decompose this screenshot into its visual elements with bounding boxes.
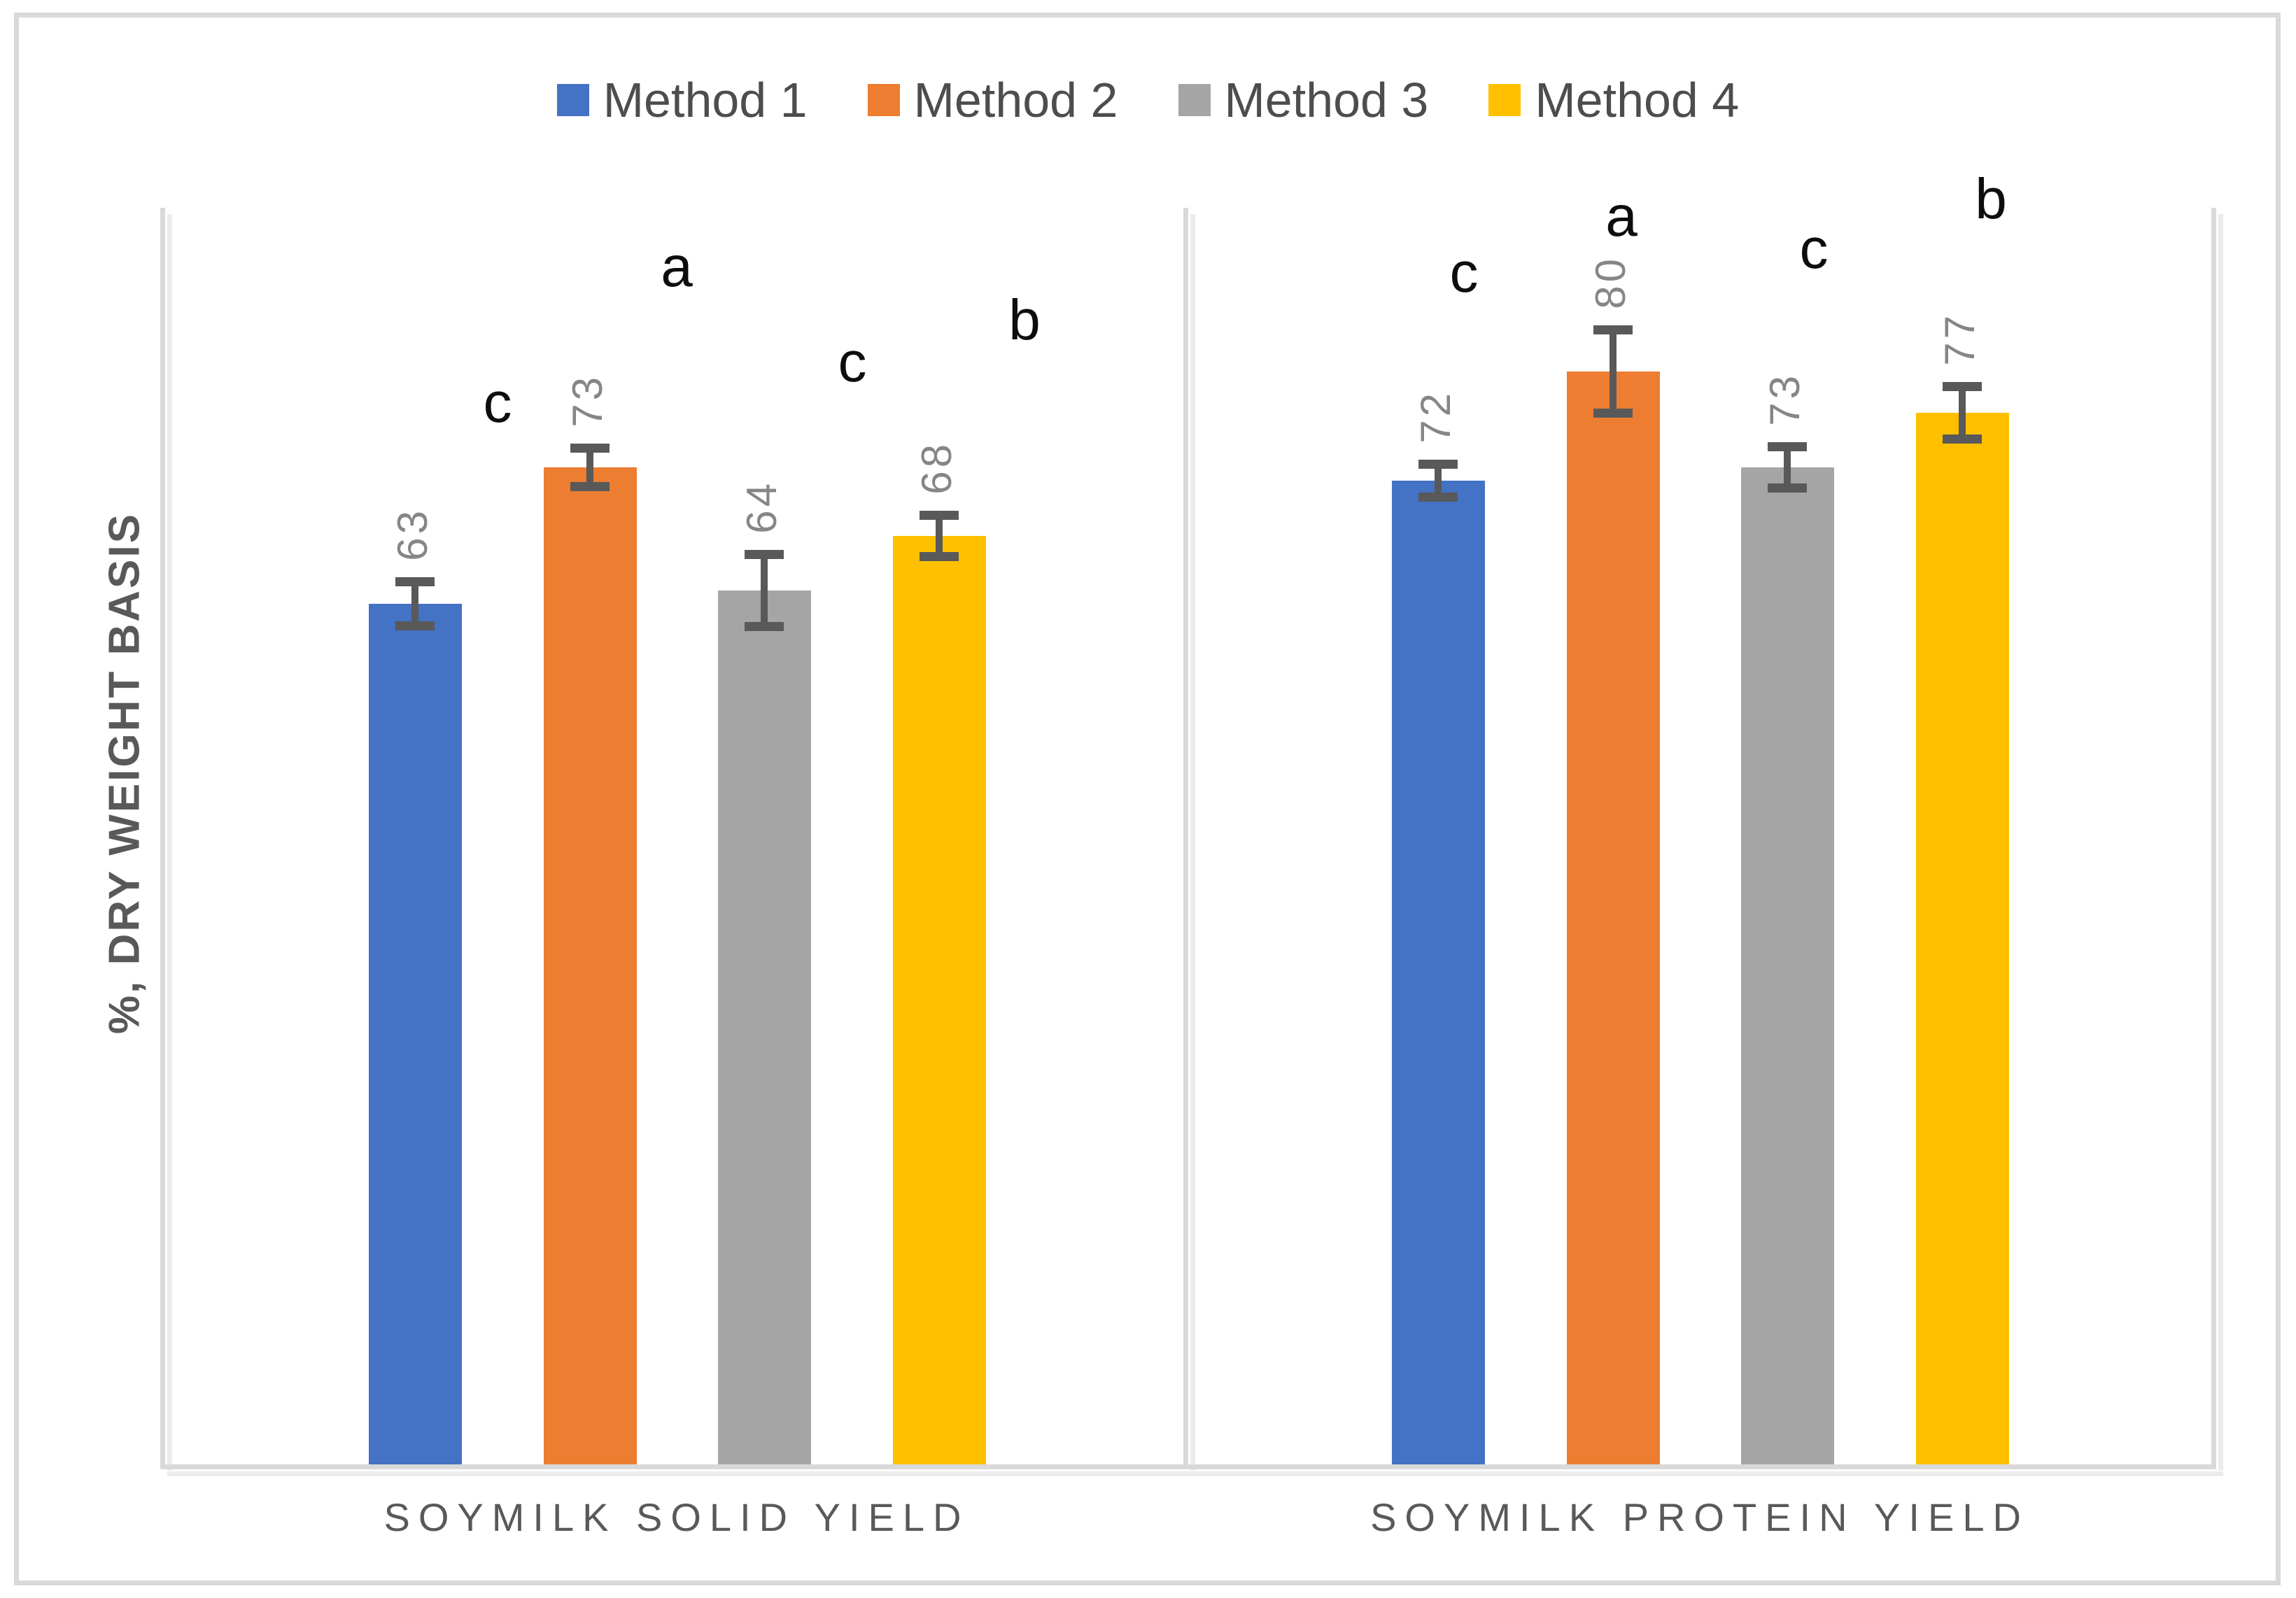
error-bar-stem	[1610, 330, 1617, 413]
error-bar-bottom-cap	[745, 622, 784, 631]
category-group-soymilk-solid-yield: 63 73 64 68	[165, 208, 1188, 1464]
error-bar-top-cap	[1768, 442, 1807, 451]
legend-swatch-icon	[1488, 84, 1521, 116]
error-bar-stem	[411, 582, 418, 625]
significance-letter: c	[1449, 241, 1479, 304]
significance-letter: b	[1975, 167, 2007, 231]
error-bar-stem	[586, 448, 593, 486]
x-axis-line	[160, 1464, 2216, 1469]
bar-method-1-soymilk-protein-yield	[1391, 481, 1485, 1464]
error-bar-bottom-cap	[570, 482, 610, 491]
bar-value-label: 73	[564, 374, 611, 427]
bar-method-2-soymilk-solid-yield	[543, 467, 637, 1464]
legend-item-3: Method 3	[1178, 73, 1429, 127]
legend-swatch-icon	[1178, 84, 1211, 116]
bar-method-3-soymilk-solid-yield	[717, 591, 811, 1464]
error-bar-top-cap	[570, 444, 610, 453]
legend-label: Method 4	[1535, 73, 1740, 127]
legend-item-1: Method 1	[556, 73, 808, 127]
error-bar-stem	[1435, 465, 1442, 497]
error-bar-stem	[1959, 387, 1966, 439]
category-label-soymilk-solid-yield: SOYMILK SOLID YIELD	[383, 1495, 970, 1539]
error-bar-top-cap	[395, 577, 435, 586]
bar-value-label: 80	[1587, 255, 1634, 309]
legend-label: Method 1	[603, 73, 808, 127]
error-bar-top-cap	[920, 511, 959, 520]
error-bar-top-cap	[1943, 382, 1982, 391]
legend-item-2: Method 2	[867, 73, 1118, 127]
error-bar-stem	[761, 555, 768, 626]
legend-label: Method 2	[913, 73, 1118, 127]
bar-value-label: 63	[389, 507, 436, 561]
error-bar-top-cap	[1418, 460, 1458, 469]
bar-value-label: 68	[913, 441, 960, 495]
category-group-soymilk-protein-yield: 72 80 73 77	[1188, 208, 2211, 1464]
error-bar-top-cap	[1593, 325, 1633, 334]
bar-method-3-soymilk-protein-yield	[1740, 467, 1834, 1464]
error-bar-stem	[1784, 447, 1791, 488]
error-bar-bottom-cap	[920, 552, 959, 561]
bar-method-2-soymilk-protein-yield	[1566, 372, 1660, 1464]
significance-letter: a	[1605, 185, 1638, 248]
error-bar-stem	[936, 516, 943, 556]
significance-letter: c	[838, 330, 867, 394]
bar-method-1-soymilk-solid-yield	[368, 604, 462, 1464]
legend-swatch-icon	[556, 84, 589, 116]
error-bar-bottom-cap	[1943, 434, 1982, 444]
error-bar-bottom-cap	[395, 621, 435, 630]
significance-letter: c	[1799, 217, 1829, 281]
error-bar-bottom-cap	[1768, 483, 1807, 493]
y-axis-title: %, DRY WEIGHT BASIS	[100, 512, 149, 1034]
category-label-soymilk-protein-yield: SOYMILK PROTEIN YIELD	[1370, 1495, 2029, 1539]
bar-method-4-soymilk-solid-yield	[892, 536, 986, 1464]
bar-value-label: 77	[1936, 312, 1983, 366]
legend-label: Method 3	[1224, 73, 1429, 127]
legend: Method 1 Method 2 Method 3 Method 4	[0, 76, 2296, 125]
bar-value-label: 73	[1761, 372, 1808, 426]
significance-letter: b	[1008, 288, 1041, 352]
legend-item-4: Method 4	[1488, 76, 1739, 125]
bar-value-label: 72	[1412, 390, 1459, 444]
bar-method-4-soymilk-protein-yield	[1915, 413, 2009, 1464]
plot-area: 63 73 64 68 72 80 73 77	[160, 208, 2216, 1469]
legend-swatch-icon	[867, 84, 900, 116]
error-bar-bottom-cap	[1593, 409, 1633, 418]
bar-value-label: 64	[738, 480, 785, 534]
significance-letter: a	[661, 235, 693, 299]
error-bar-top-cap	[745, 550, 784, 559]
y-axis-line	[160, 208, 165, 1464]
error-bar-bottom-cap	[1418, 493, 1458, 502]
category-divider-line	[1183, 208, 1188, 1464]
plot-right-border-line	[2211, 208, 2216, 1464]
significance-letter: c	[483, 371, 512, 434]
